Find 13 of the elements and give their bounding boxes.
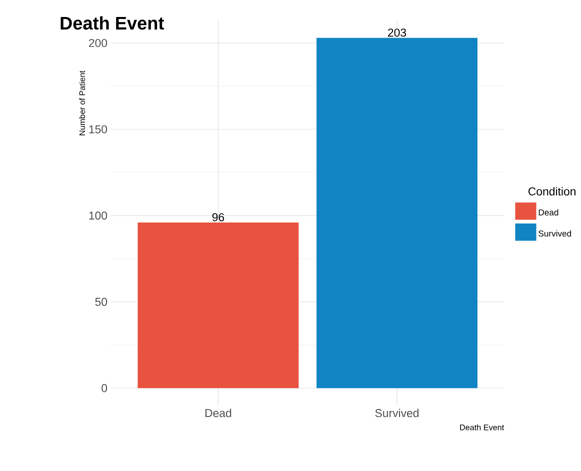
y-tick-label: 100 bbox=[89, 212, 108, 220]
y-tick-label: 0 bbox=[102, 384, 108, 392]
y-tick-label: 50 bbox=[95, 298, 108, 306]
legend-label: Survived bbox=[538, 230, 572, 237]
y-tick-label: 200 bbox=[88, 38, 108, 48]
y-axis-title: Number of Patient bbox=[79, 70, 86, 136]
data-label: 96 bbox=[212, 213, 224, 222]
data-label: 203 bbox=[388, 28, 406, 37]
legend-label: Dead bbox=[538, 209, 558, 216]
y-tick-label: 150 bbox=[89, 125, 108, 134]
x-axis-title: Death Event bbox=[460, 424, 504, 430]
legend-title: Condition bbox=[528, 187, 576, 196]
chart-title: Death Event bbox=[60, 16, 164, 30]
